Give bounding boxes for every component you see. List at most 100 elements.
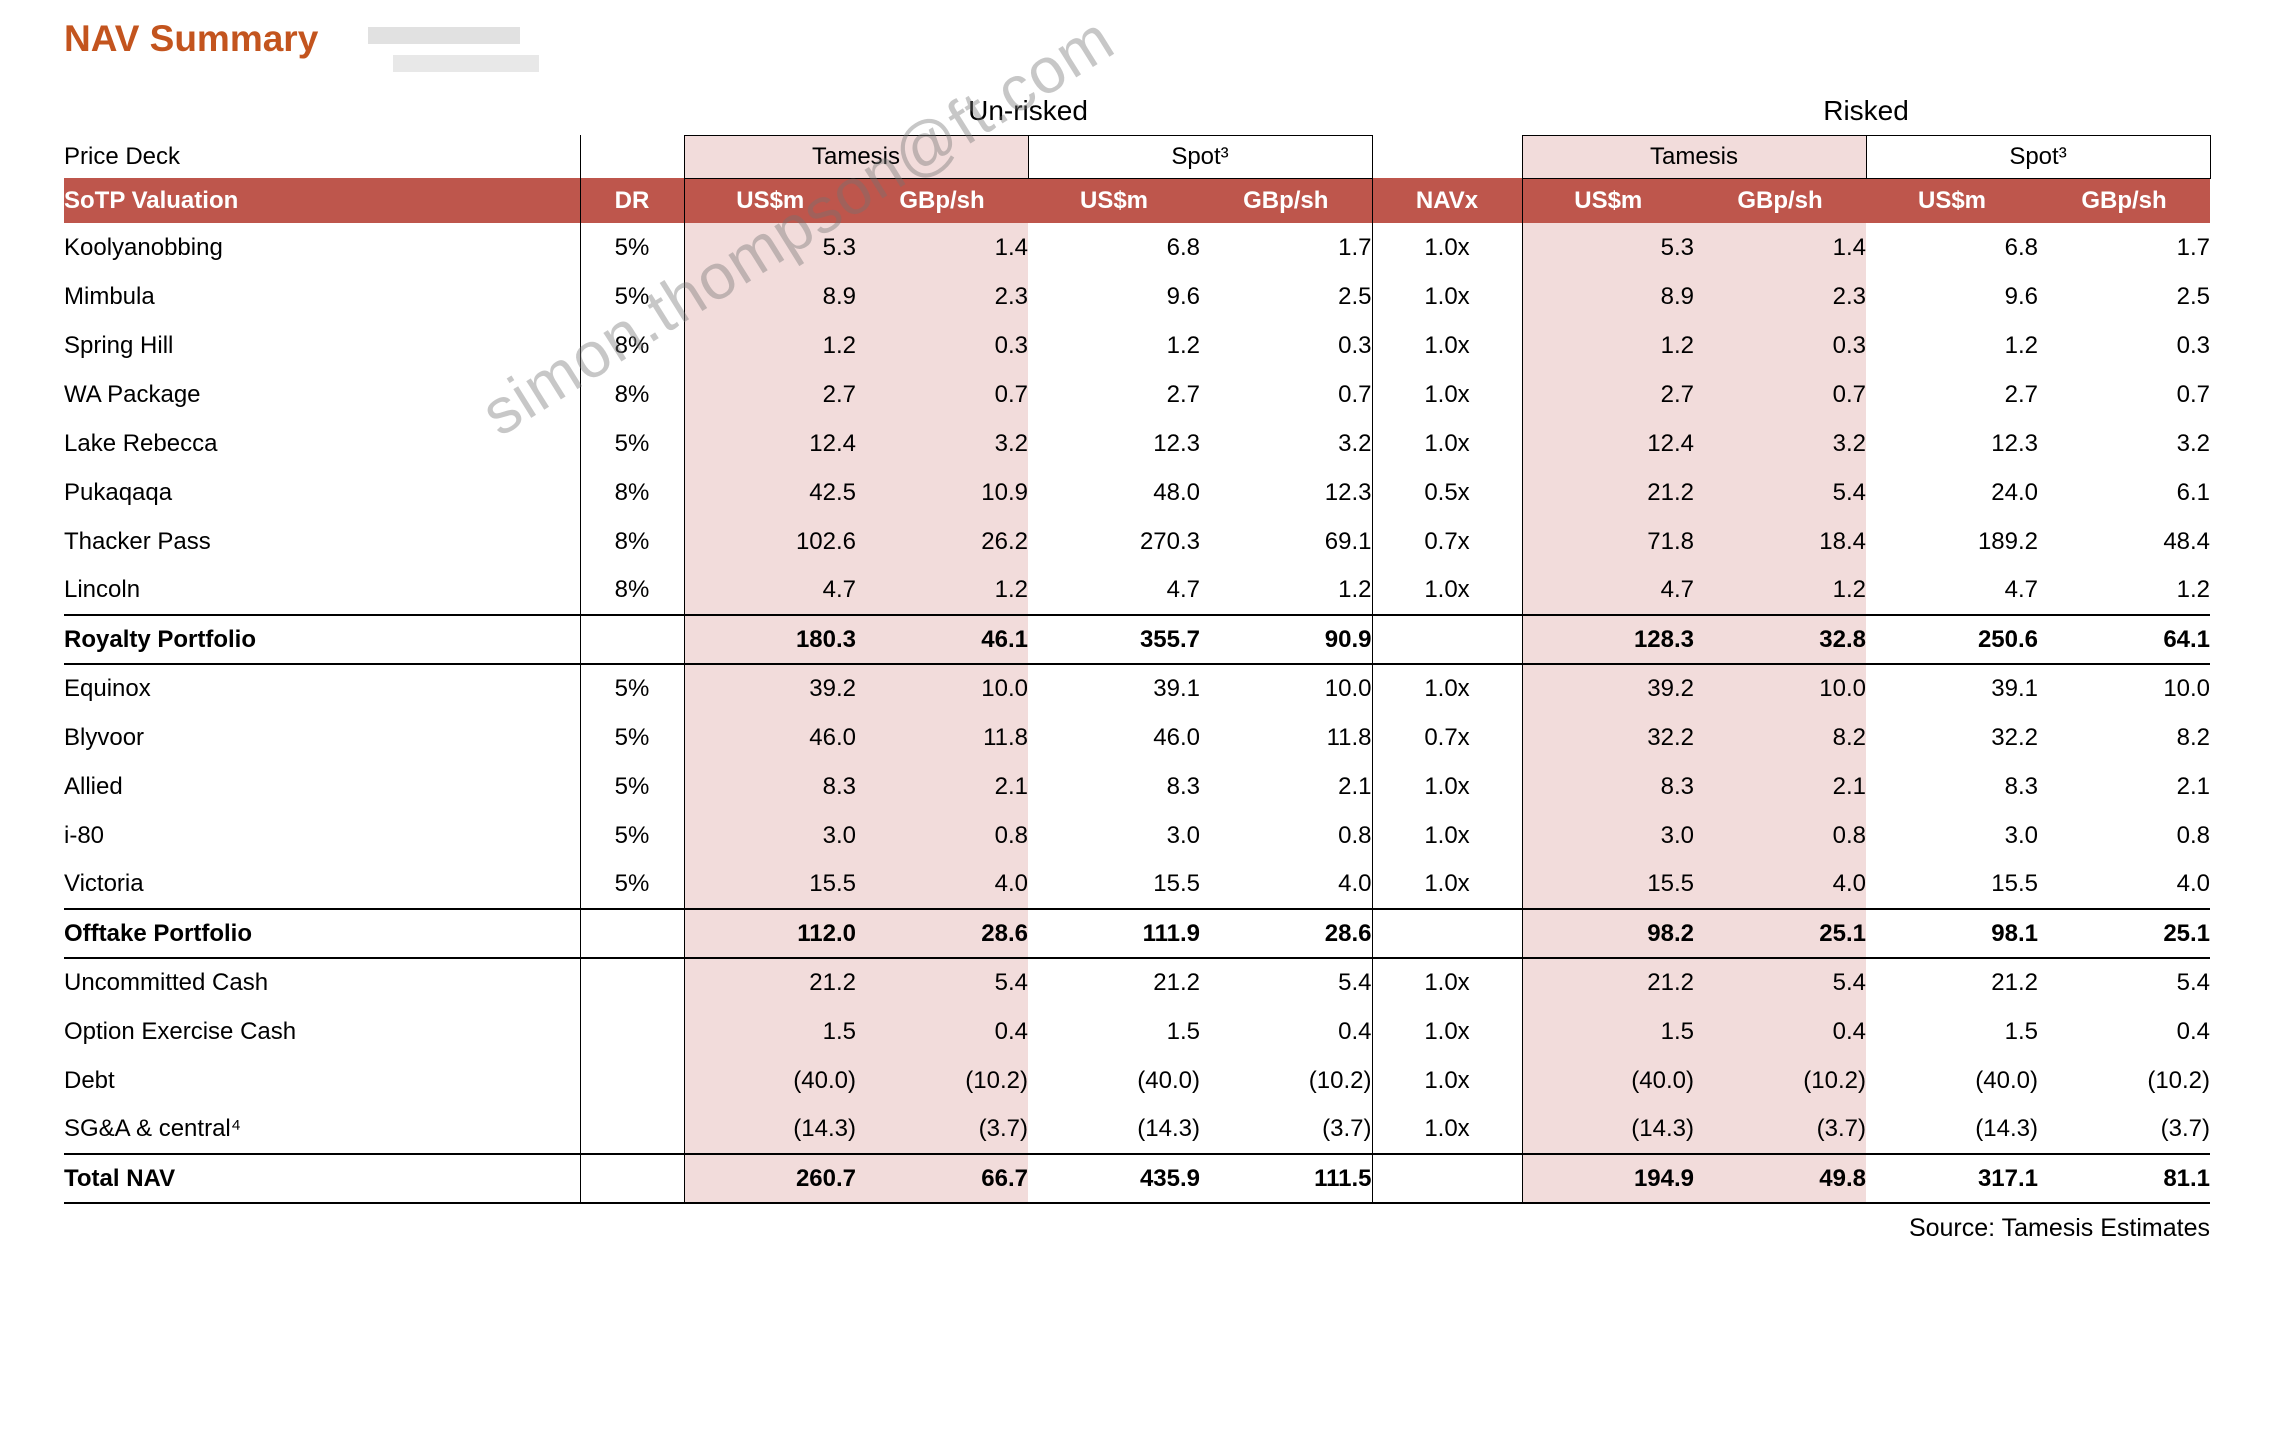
row-dr: 8% <box>580 566 685 615</box>
row-value: 26.2 <box>856 517 1028 566</box>
row-value: 10.9 <box>856 468 1028 517</box>
table-row: Debt (40.0) (10.2) (40.0) (10.2) 1.0x (4… <box>64 1056 2210 1105</box>
group-header-risked: Risked <box>1823 95 1909 127</box>
table-row: Mimbula 5% 8.9 2.3 9.6 2.5 1.0x 8.9 2.3 … <box>64 272 2210 321</box>
row-value: 8.9 <box>1522 272 1694 321</box>
table-row: i-80 5% 3.0 0.8 3.0 0.8 1.0x 3.0 0.8 3.0… <box>64 811 2210 860</box>
row-value: (40.0) <box>1975 1066 2038 1094</box>
row-value: 1.2 <box>1522 321 1694 370</box>
row-value: 4.7 <box>1522 566 1694 615</box>
row-value: (40.0) <box>1137 1066 1200 1094</box>
row-label: Lake Rebecca <box>64 419 581 468</box>
row-value: 3.2 <box>1694 419 1866 468</box>
row-value: 0.3 <box>1694 321 1866 370</box>
row-value: 0.7x <box>1371 517 1523 566</box>
table-row: Royalty Portfolio 180.3 46.1 355.7 90.9 … <box>64 614 2211 665</box>
row-value: 2.1 <box>856 762 1028 811</box>
row-value: (14.3) <box>1975 1115 2038 1142</box>
header-risked-spot-usm: US$m <box>1866 178 2038 223</box>
row-value: 2.7 <box>1522 370 1694 419</box>
row-value: 5.4 <box>1338 969 1372 996</box>
row-value: 21.2 <box>684 958 856 1007</box>
row-value: 4.7 <box>684 566 856 615</box>
row-value: 21.2 <box>1522 958 1694 1007</box>
row-label: Allied <box>64 762 581 811</box>
row-value: 0.7 <box>2176 380 2211 408</box>
row-value: 48.4 <box>2163 527 2211 555</box>
row-dr <box>580 1153 685 1204</box>
row-value: 1.0x <box>1371 860 1523 909</box>
row-value: 49.8 <box>1694 1153 1866 1204</box>
row-value: 4.0 <box>1694 860 1866 909</box>
row-value: (14.3) <box>684 1105 856 1154</box>
row-label: Offtake Portfolio <box>64 908 581 959</box>
row-label: Koolyanobbing <box>64 223 581 272</box>
row-value: 1.5 <box>1522 1007 1694 1056</box>
row-value: 4.7 <box>1166 576 1200 603</box>
row-value: 21.2 <box>1153 969 1200 996</box>
group-header-row: Un-risked Risked <box>64 88 2210 135</box>
row-value: 4.0 <box>856 860 1028 909</box>
table-row: Victoria 5% 15.5 4.0 15.5 4.0 1.0x 15.5 … <box>64 860 2210 909</box>
row-value: (14.3) <box>1522 1105 1694 1154</box>
row-value: 9.6 <box>2004 282 2038 310</box>
row-value: 1.0x <box>1371 811 1523 860</box>
subheader-unrisked-tamesis: Tamesis <box>683 134 1029 179</box>
row-value: 10.0 <box>2163 675 2211 702</box>
row-value: 9.6 <box>1166 282 1200 310</box>
row-value: 1.2 <box>1694 566 1866 615</box>
row-value: 15.5 <box>1991 870 2038 897</box>
row-value: 25.1 <box>2038 908 2211 959</box>
table-row: Uncommitted Cash 21.2 5.4 21.2 5.4 1.0x … <box>64 958 2210 1007</box>
row-value: 0.3 <box>856 321 1028 370</box>
row-value: 2.3 <box>856 272 1028 321</box>
row-value: 66.7 <box>856 1153 1028 1204</box>
row-value: 8.3 <box>2004 772 2038 800</box>
row-value: 1.0x <box>1371 1056 1523 1105</box>
row-value: 5.3 <box>684 223 856 272</box>
page-title: NAV Summary <box>64 18 319 59</box>
header-risked-tamesis-gbpsh: GBp/sh <box>1694 178 1866 223</box>
row-value: 24.0 <box>1991 478 2038 506</box>
row-dr: 5% <box>580 419 685 468</box>
row-dr: 8% <box>580 468 685 517</box>
row-label: i-80 <box>64 811 581 860</box>
row-value: 10.0 <box>1694 664 1866 713</box>
row-value: 46.1 <box>856 614 1028 665</box>
row-value: 1.0x <box>1371 370 1523 419</box>
row-value: (40.0) <box>1522 1056 1694 1105</box>
row-value: 5.3 <box>1522 223 1694 272</box>
row-value: 111.9 <box>1028 908 1200 959</box>
row-value: 46.0 <box>684 713 856 762</box>
row-value: 42.5 <box>684 468 856 517</box>
row-value: 6.1 <box>2176 478 2211 506</box>
row-label: Uncommitted Cash <box>64 958 581 1007</box>
row-value: 12.3 <box>1991 429 2038 457</box>
row-dr: 5% <box>580 664 685 713</box>
row-value: 81.1 <box>2038 1153 2211 1204</box>
row-value: 5.4 <box>1694 958 1866 1007</box>
row-dr <box>580 1007 685 1056</box>
row-value: (3.7) <box>2160 1115 2211 1142</box>
row-value: 8.3 <box>1522 762 1694 811</box>
table-row: Pukaqaqa 8% 42.5 10.9 48.0 12.3 0.5x 21.… <box>64 468 2210 517</box>
row-value: 5.4 <box>2176 969 2211 996</box>
row-value: 1.0x <box>1371 664 1523 713</box>
row-value: 71.8 <box>1522 517 1694 566</box>
row-value: 5.4 <box>1694 468 1866 517</box>
row-value: 0.3 <box>2176 331 2211 359</box>
redacted-text-block <box>368 27 520 44</box>
row-value: 28.6 <box>856 908 1028 959</box>
row-value: 0.7 <box>1338 380 1372 408</box>
row-value <box>1371 908 1523 959</box>
row-dr: 5% <box>580 860 685 909</box>
row-value: 180.3 <box>684 614 856 665</box>
row-value: 3.0 <box>1522 811 1694 860</box>
row-value: 3.2 <box>856 419 1028 468</box>
table-row: Option Exercise Cash 1.5 0.4 1.5 0.4 1.0… <box>64 1007 2210 1056</box>
table-row: Spring Hill 8% 1.2 0.3 1.2 0.3 1.0x 1.2 … <box>64 321 2210 370</box>
row-value: 64.1 <box>2038 614 2211 665</box>
row-dr: 8% <box>580 370 685 419</box>
row-label: Spring Hill <box>64 321 581 370</box>
header-unrisked-spot-gbpsh: GBp/sh <box>1200 178 1372 223</box>
